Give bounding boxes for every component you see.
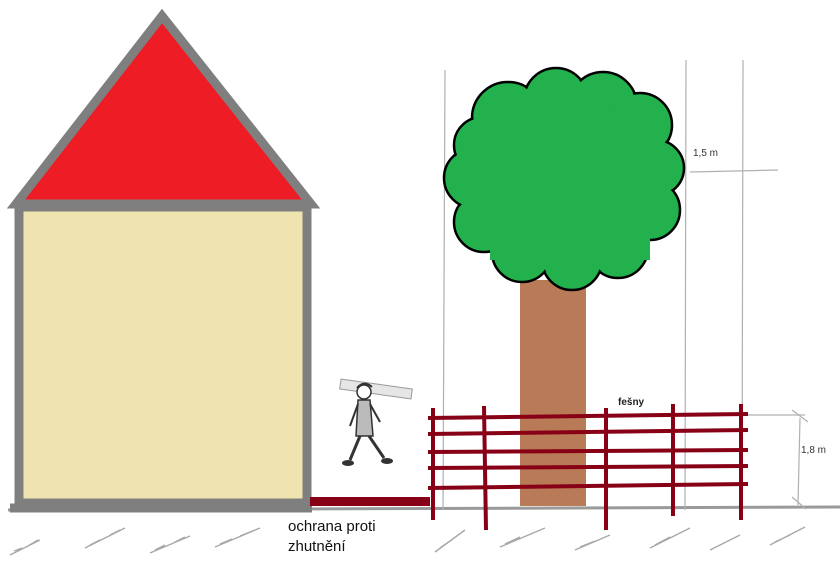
ground-hatching [9, 526, 806, 556]
protection-mat [310, 497, 430, 506]
fence-rail [427, 464, 749, 470]
tree-trunk [520, 280, 586, 506]
protection-label-line1: ochrana proti [288, 518, 376, 535]
protection-label-line2: zhutnění [288, 538, 346, 555]
house [6, 8, 321, 513]
fence-height-dimension-label: 1,8 m [801, 445, 827, 456]
fence [427, 404, 749, 531]
fence-rail [427, 428, 749, 436]
soil-protection-label: ochrana proti zhutnění [288, 517, 376, 557]
tree-canopy-fill [445, 69, 683, 289]
fence-post [482, 405, 488, 531]
worker-carrying-plank-icon [339, 378, 413, 466]
fence-rail [427, 448, 749, 454]
fence-note-label: fešny [618, 397, 645, 408]
house-roof [6, 8, 321, 209]
fence-rail [427, 482, 749, 490]
guide-lines [442, 59, 809, 511]
tree-spread-dimension-label: 1,5 m [693, 148, 719, 159]
fence-rail [427, 412, 749, 420]
house-wall [14, 202, 312, 508]
